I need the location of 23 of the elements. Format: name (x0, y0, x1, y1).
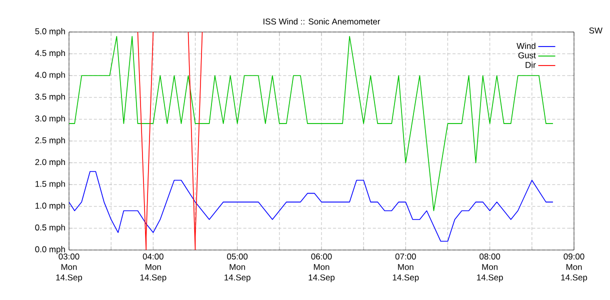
y-tick-label: 5.0 mph (35, 28, 65, 36)
y-tick-label: 3.0 mph (35, 115, 65, 124)
y-tick-label: 2.5 mph (35, 137, 65, 145)
x-tick-label: 05:00 Mon 14.Sep (224, 254, 250, 282)
x-tick-label: 04:00 Mon 14.Sep (140, 254, 166, 282)
y-tick-label: 3.5 mph (35, 93, 65, 102)
text: SW (589, 28, 602, 34)
x-tick-label: 07:00 Mon 14.Sep (392, 254, 419, 282)
x-tick-label: 08:00 Mon 14.Sep (477, 254, 503, 282)
y-tick-label: 0.5 mph (35, 224, 65, 232)
y-tick-label: 4.5 mph (35, 50, 65, 58)
y-tick-label: 1.0 mph (36, 202, 65, 210)
legend-label: Wind (516, 42, 536, 49)
y-tick-label: 2.0 mph (35, 158, 65, 167)
y-tick-label: 0.0 mph (35, 246, 65, 254)
legend-label: Gust (518, 52, 536, 58)
x-tick-label: 09:00 Mon 14.Sep (561, 254, 588, 282)
y-tick-label: 1.5 mph (36, 180, 65, 189)
chart-title: ISS Wind :: Sonic Anemometer (264, 18, 380, 24)
x-tick-label: 03:00 Mon 14.Sep (56, 254, 82, 282)
y-tick-label: 4.0 mph (35, 72, 65, 80)
legend-label: Dir (526, 62, 536, 68)
x-tick-label: 06:00 Mon 14.Sep (308, 254, 335, 282)
